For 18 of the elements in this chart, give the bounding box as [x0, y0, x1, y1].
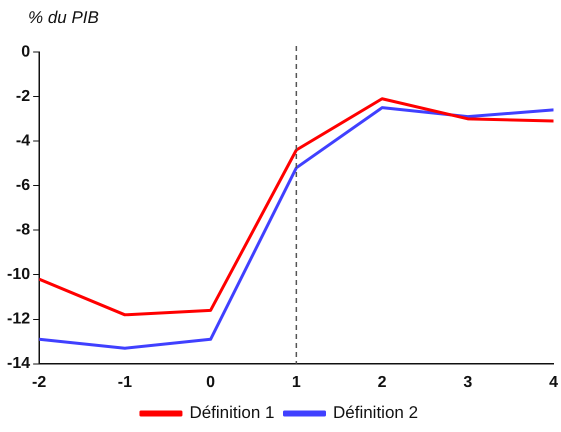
legend-label: Définition 2: [333, 403, 418, 422]
y-tick-label: -14: [7, 355, 30, 372]
y-axis-title: % du PIB: [28, 8, 99, 28]
x-tick-label: 2: [378, 374, 387, 391]
x-tick-label: -2: [32, 374, 46, 391]
x-tick-label: 4: [549, 374, 558, 391]
x-tick-label: 1: [292, 374, 301, 391]
x-tick-label: 3: [463, 374, 472, 391]
y-tick-label: -4: [16, 132, 30, 150]
y-tick-label: -6: [16, 177, 30, 194]
y-tick-label: -8: [16, 222, 30, 239]
x-tick-label: 0: [206, 374, 216, 391]
y-tick-label: -2: [16, 88, 30, 105]
y-tick-label: 0: [21, 43, 30, 60]
x-tick-label: -1: [118, 374, 132, 391]
y-tick-label: -10: [7, 266, 30, 284]
legend-label: Définition 1: [189, 403, 275, 422]
y-tick-label: -12: [7, 310, 30, 328]
